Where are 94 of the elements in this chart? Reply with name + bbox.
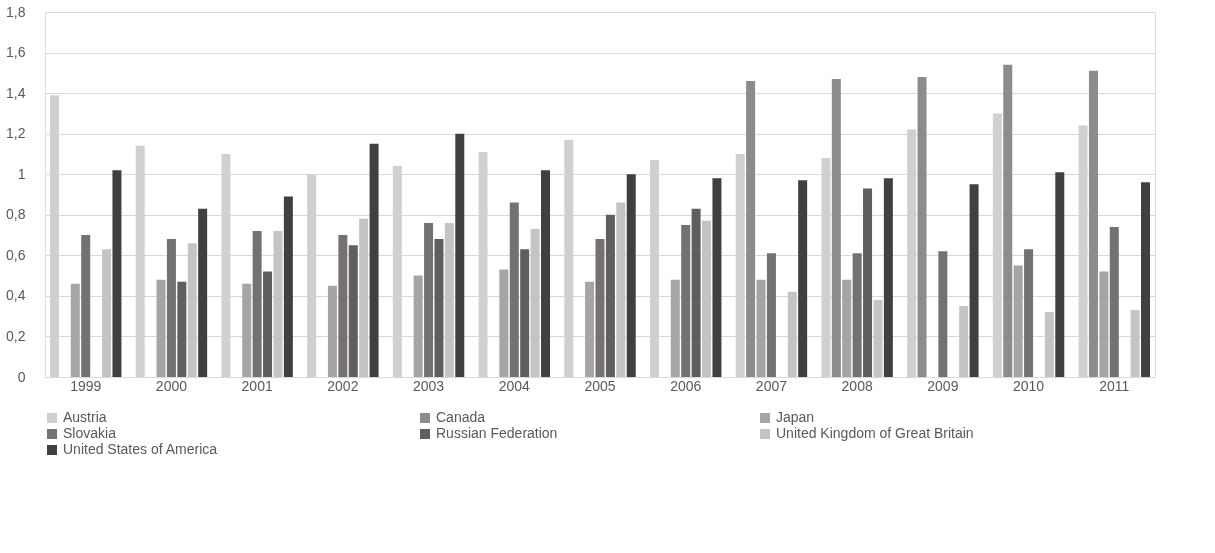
bar (917, 76, 927, 377)
x-tick-label: 2001 (241, 377, 273, 394)
bar (359, 218, 369, 377)
legend-label: Russian Federation (436, 425, 558, 441)
y-tick-label: 1,4 (6, 84, 26, 101)
bar (766, 253, 776, 377)
bar (1024, 249, 1034, 377)
bar (413, 275, 423, 377)
bar (605, 214, 615, 377)
bar (1044, 312, 1054, 377)
y-tick-label: 1,8 (6, 3, 26, 20)
bar (595, 239, 605, 377)
bar (787, 291, 797, 377)
bar (681, 224, 691, 377)
y-tick-label: 0 (17, 368, 26, 385)
bar (691, 208, 701, 377)
x-tick-label: 1999 (70, 377, 102, 394)
y-tick-label: 1,6 (6, 44, 26, 61)
bar (863, 188, 873, 377)
x-tick-label: 2005 (584, 377, 616, 394)
bar (327, 285, 337, 377)
y-tick-label: 0,2 (6, 327, 26, 344)
bar (530, 228, 540, 377)
legend-label: Slovakia (63, 425, 117, 441)
bar (509, 202, 519, 377)
bar (1109, 226, 1119, 377)
bar (616, 202, 626, 377)
bar (177, 281, 187, 377)
x-tick-label: 2004 (498, 377, 531, 394)
bar (434, 239, 444, 377)
bar (520, 249, 530, 377)
bar (712, 178, 722, 377)
bar (1141, 182, 1151, 377)
bar (252, 231, 262, 377)
bar (670, 279, 680, 377)
bar (283, 196, 293, 377)
bar (959, 306, 969, 377)
legend-label: United Kingdom of Great Britain (776, 425, 974, 441)
y-tick-label: 0,6 (6, 246, 26, 263)
bar (541, 170, 551, 377)
bar (102, 249, 112, 377)
bar (873, 299, 883, 377)
bar (348, 245, 358, 377)
bar (842, 279, 852, 377)
bar (187, 243, 197, 377)
bar (1088, 70, 1098, 377)
bar (1099, 271, 1109, 377)
bar (263, 271, 273, 377)
bar (198, 208, 208, 377)
x-tick-label: 2002 (327, 377, 359, 394)
bar (499, 269, 509, 377)
y-tick-label: 1,2 (6, 125, 26, 142)
x-tick-label: 2011 (1099, 377, 1130, 394)
y-tick-label: 0,8 (6, 206, 26, 223)
bar (156, 279, 166, 377)
bar (1013, 265, 1023, 377)
bar (938, 251, 948, 377)
x-tick-label: 2008 (841, 377, 873, 394)
bar (852, 253, 862, 377)
x-tick-label: 2010 (1012, 377, 1045, 394)
bar (1130, 310, 1140, 377)
y-tick-label: 0,4 (6, 287, 26, 304)
bar (444, 222, 454, 377)
bar (424, 222, 434, 377)
x-tick-label: 2006 (670, 377, 702, 394)
bar (1055, 172, 1065, 377)
bar (756, 279, 766, 377)
bar (166, 239, 176, 377)
bar (831, 78, 841, 377)
legend-label: United States of America (63, 441, 218, 457)
x-tick-label: 2007 (755, 377, 788, 394)
bar (242, 283, 252, 377)
bar (273, 231, 283, 377)
bar (70, 283, 80, 377)
bar (369, 143, 379, 377)
bar (585, 281, 595, 377)
legend-label: Japan (776, 409, 815, 425)
bar (746, 80, 756, 377)
legend-label: Canada (436, 409, 486, 425)
bar (798, 180, 808, 377)
bar (969, 184, 979, 377)
bar (883, 178, 893, 377)
bar (1003, 64, 1013, 377)
bar (81, 235, 91, 377)
bar (338, 235, 348, 377)
bar (626, 174, 636, 377)
x-tick-label: 2003 (412, 377, 445, 394)
bar (455, 133, 465, 377)
y-tick-label: 1 (17, 165, 26, 182)
x-tick-label: 2009 (927, 377, 959, 394)
bar (702, 220, 712, 377)
x-tick-label: 2000 (155, 377, 188, 394)
legend-label: Austria (63, 409, 107, 425)
bar (112, 170, 122, 377)
